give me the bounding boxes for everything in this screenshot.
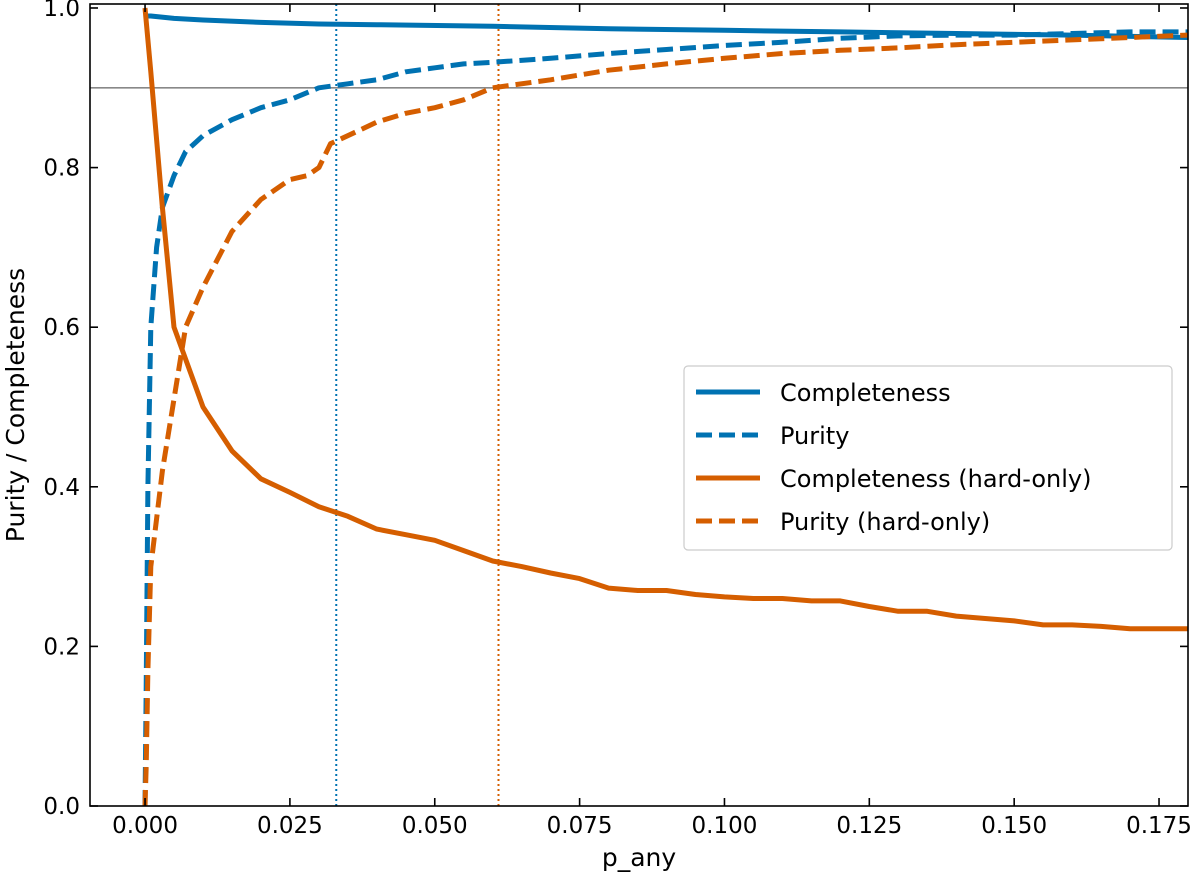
legend-label: Purity (hard-only) (780, 508, 990, 536)
legend-label: Completeness (hard-only) (780, 465, 1091, 493)
x-tick-label: 0.175 (1126, 813, 1192, 839)
y-tick-label: 0.6 (43, 315, 80, 341)
y-tick-label: 1.0 (43, 0, 80, 22)
y-axis-label: Purity / Completeness (1, 268, 30, 542)
x-tick-label: 0.075 (547, 813, 613, 839)
legend-box (683, 365, 1173, 551)
reference-lines (90, 4, 1188, 806)
legend-label: Completeness (780, 379, 951, 407)
legend: Completeness Purity Completeness (hard-onl… (683, 365, 1173, 551)
x-axis-label: p_any (602, 843, 677, 872)
x-tick-label: 0.050 (402, 813, 468, 839)
series-line-completeness-hard-only (142, 7, 1188, 632)
x-tick-label: 0.000 (112, 813, 178, 839)
plot-frame (89, 3, 1189, 807)
y-tick-label: 0.2 (43, 634, 80, 660)
x-tick-label: 0.150 (981, 813, 1047, 839)
x-tick-label: 0.025 (257, 813, 323, 839)
x-tick-label: 0.100 (692, 813, 758, 839)
y-tick-label: 0.8 (43, 156, 80, 182)
series-line-purity-hard-only (142, 32, 1188, 806)
y-tick-label: 0.4 (43, 475, 80, 501)
legend-label: Purity (780, 422, 849, 450)
series-layer (142, 7, 1188, 806)
x-tick-label: 0.125 (836, 813, 902, 839)
y-tick-label: 0.0 (43, 794, 80, 820)
ticks: 0.000 0.025 0.050 0.075 0.100 0.125 0.150 0.175… (43, 0, 1192, 839)
